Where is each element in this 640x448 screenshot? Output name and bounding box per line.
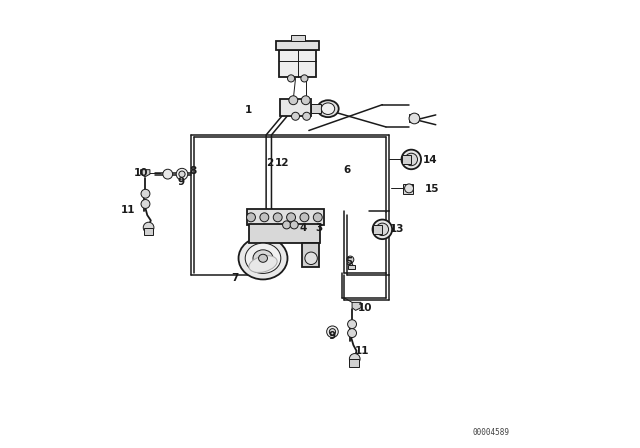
Text: 9: 9 — [177, 177, 185, 187]
Circle shape — [246, 213, 255, 222]
Text: 11: 11 — [120, 205, 135, 215]
Bar — [291, 35, 305, 41]
Circle shape — [287, 213, 296, 222]
Circle shape — [141, 189, 150, 198]
Bar — [279, 50, 316, 77]
Text: 2: 2 — [266, 158, 274, 168]
Text: 7: 7 — [232, 273, 239, 283]
Circle shape — [141, 199, 150, 208]
Circle shape — [289, 96, 298, 105]
Circle shape — [404, 184, 413, 193]
Text: 3: 3 — [316, 224, 323, 233]
Bar — [302, 243, 319, 267]
Circle shape — [303, 112, 310, 120]
Circle shape — [409, 113, 420, 124]
Text: 4: 4 — [300, 224, 307, 233]
Ellipse shape — [253, 250, 273, 267]
Circle shape — [287, 75, 294, 82]
Ellipse shape — [249, 256, 277, 272]
Text: 9: 9 — [328, 331, 335, 341]
Circle shape — [401, 150, 421, 169]
Ellipse shape — [245, 243, 281, 273]
Text: 6: 6 — [343, 165, 350, 175]
Bar — [249, 224, 320, 243]
Bar — [276, 41, 319, 50]
Circle shape — [348, 329, 356, 337]
Circle shape — [301, 96, 310, 105]
Circle shape — [314, 213, 322, 222]
Text: 14: 14 — [423, 155, 438, 165]
Circle shape — [376, 223, 388, 236]
Text: 10: 10 — [358, 303, 372, 313]
Text: 1: 1 — [245, 105, 252, 116]
Ellipse shape — [239, 237, 287, 280]
Circle shape — [273, 213, 282, 222]
Circle shape — [330, 329, 335, 335]
Text: 00004589: 00004589 — [473, 428, 510, 437]
Polygon shape — [352, 302, 361, 310]
Bar — [144, 228, 154, 235]
Text: 15: 15 — [425, 184, 440, 194]
Circle shape — [347, 256, 354, 263]
Bar — [280, 99, 311, 116]
Circle shape — [163, 169, 173, 179]
Circle shape — [372, 220, 392, 239]
Polygon shape — [141, 170, 150, 177]
Ellipse shape — [305, 252, 317, 264]
Text: 12: 12 — [275, 158, 289, 168]
Bar — [348, 265, 355, 269]
Circle shape — [176, 168, 188, 180]
Bar — [403, 155, 412, 164]
Text: 8: 8 — [189, 166, 196, 176]
Circle shape — [405, 153, 417, 166]
Bar — [311, 104, 321, 113]
Ellipse shape — [321, 103, 335, 115]
Bar — [373, 225, 382, 234]
Circle shape — [326, 326, 339, 337]
Circle shape — [143, 222, 154, 233]
Ellipse shape — [317, 100, 339, 117]
Circle shape — [290, 221, 298, 229]
Circle shape — [283, 221, 291, 229]
Bar — [403, 184, 413, 194]
Circle shape — [179, 171, 185, 177]
Circle shape — [349, 353, 360, 364]
Bar — [246, 209, 324, 225]
Circle shape — [260, 213, 269, 222]
Circle shape — [300, 213, 309, 222]
Circle shape — [291, 112, 300, 120]
Text: 10: 10 — [134, 168, 148, 178]
Text: 13: 13 — [389, 224, 404, 234]
Ellipse shape — [259, 254, 268, 262]
Circle shape — [348, 320, 356, 329]
Bar — [409, 115, 418, 122]
Bar — [349, 359, 359, 367]
Text: 5: 5 — [346, 257, 353, 267]
Text: 11: 11 — [355, 346, 369, 356]
Circle shape — [301, 75, 308, 82]
